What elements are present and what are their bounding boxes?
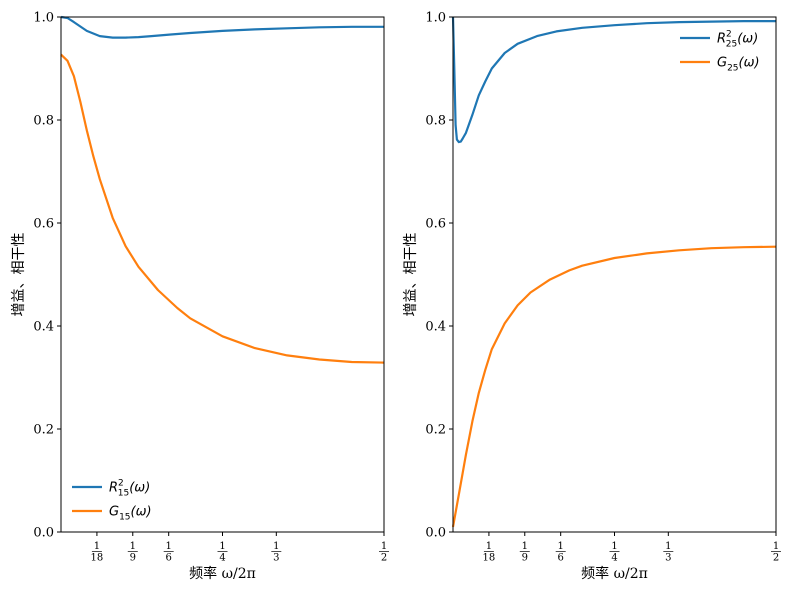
plot-frame xyxy=(60,16,385,533)
y-tick-label: 0.4 xyxy=(425,320,446,335)
x-tick-label-numerator: 1 xyxy=(130,541,136,552)
y-tick-label: 0.2 xyxy=(425,423,446,438)
x-tick-label-numerator: 1 xyxy=(486,541,492,552)
x-tick-label-denominator: 6 xyxy=(166,553,172,564)
series-line-25-r xyxy=(451,16,776,144)
legend-label: G15(ω) xyxy=(109,505,152,523)
x-tick-label-denominator: 6 xyxy=(558,553,564,564)
x-tick-label-numerator: 1 xyxy=(219,541,225,552)
legend: R2 25(ω) G25(ω) xyxy=(680,30,760,74)
x-tick-label-numerator: 1 xyxy=(273,541,279,552)
x-tick-label-numerator: 1 xyxy=(773,541,779,552)
y-axis-label: 增益、相干性 xyxy=(403,233,419,317)
x-tick-label-numerator: 1 xyxy=(611,541,617,552)
x-tick-label-numerator: 1 xyxy=(94,541,100,552)
x-tick-label-denominator: 4 xyxy=(611,553,617,564)
x-axis-label: 频率 ω/2π xyxy=(189,565,256,582)
y-tick-label: 0.6 xyxy=(425,217,446,232)
legend-label: R2 15(ω) xyxy=(109,479,150,499)
x-tick-label-denominator: 18 xyxy=(91,553,104,564)
x-tick-label-denominator: 2 xyxy=(773,553,779,564)
series-line-15-g xyxy=(60,53,385,364)
x-tick-label-denominator: 9 xyxy=(130,553,136,564)
x-tick-label-numerator: 1 xyxy=(166,541,172,552)
x-tick-label-numerator: 1 xyxy=(558,541,564,552)
x-tick-label-denominator: 2 xyxy=(381,553,387,564)
y-tick-label: 0.0 xyxy=(425,526,446,541)
x-axis-label: 频率 ω/2π xyxy=(581,565,648,582)
y-tick-label: 0.2 xyxy=(33,423,54,438)
legend-label: G25(ω) xyxy=(717,56,760,74)
y-tick-label: 0.8 xyxy=(425,114,446,129)
y-axis-label: 增益、相干性 xyxy=(11,233,27,317)
y-tick-label: 0.6 xyxy=(33,217,54,232)
legend-label: R2 25(ω) xyxy=(717,30,758,50)
y-tick-label: 0.4 xyxy=(33,320,54,335)
x-tick-label-denominator: 18 xyxy=(483,553,496,564)
series-line-25-g xyxy=(451,245,777,528)
x-tick-label-denominator: 3 xyxy=(665,553,671,564)
y-tick-label: 0.8 xyxy=(33,114,54,129)
x-tick-label-numerator: 1 xyxy=(665,541,671,552)
x-tick-label-numerator: 1 xyxy=(381,541,387,552)
x-tick-label-denominator: 3 xyxy=(273,553,279,564)
x-tick-label-denominator: 9 xyxy=(522,553,528,564)
series-line-15-r xyxy=(60,15,384,39)
y-tick-label: 0.0 xyxy=(33,526,54,541)
y-tick-label: 1.0 xyxy=(33,11,54,26)
plot-frame xyxy=(452,16,777,533)
legend: R2 15(ω) G15(ω) xyxy=(72,479,152,523)
x-tick-label-denominator: 4 xyxy=(219,553,225,564)
y-tick-label: 1.0 xyxy=(425,11,446,26)
x-tick-label-numerator: 1 xyxy=(522,541,528,552)
